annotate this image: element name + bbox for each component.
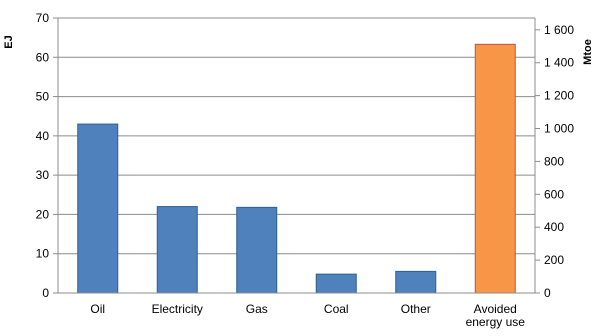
y-axis-left-tick-label: 50	[36, 90, 50, 104]
x-axis-category-label: Electricity	[152, 302, 203, 316]
bars	[77, 43, 516, 294]
y-axis-left-title: EJ	[3, 35, 15, 48]
bar	[156, 206, 198, 294]
y-axis-left-tick-label: 60	[36, 50, 50, 64]
category-labels: Oil Electricity Gas Coal Other Avoidedenergy …	[90, 302, 525, 329]
y-axis-left-tick-label: 0	[42, 286, 49, 300]
y-axis-right-tick-label: 1 000	[544, 122, 574, 136]
axes	[53, 17, 540, 294]
x-axis-category-label: Oil	[90, 302, 105, 316]
y-axis-left-tick-label: 10	[36, 247, 50, 261]
bar	[395, 270, 437, 294]
y-axis-right-tick-label: 200	[544, 253, 564, 267]
y-axis-right-title: Mtoe	[582, 39, 594, 65]
y-axis-right-tick-label: 1 600	[544, 23, 574, 37]
y-axis-right-tick-label: 400	[544, 220, 564, 234]
y-axis-left-tick-label: 70	[36, 11, 50, 25]
bar	[315, 273, 357, 294]
y-axis-right-tick-label: 1 200	[544, 89, 574, 103]
x-axis-category-label: energy use	[466, 315, 526, 329]
bar	[77, 123, 119, 294]
x-axis-category-label: Other	[401, 302, 431, 316]
y-axis-right-tick-label: 0	[544, 286, 551, 300]
tick-labels: 0 10 20 30 40 50 60 70 0 200 400 600 800 1 000 1 200 1 …	[36, 11, 575, 300]
y-axis-right-tick-label: 800	[544, 154, 564, 168]
y-axis-left-tick-label: 30	[36, 168, 50, 182]
x-axis-category-label: Coal	[324, 302, 349, 316]
bar	[474, 43, 516, 294]
y-axis-left-tick-label: 20	[36, 207, 50, 221]
y-axis-left-tick-label: 40	[36, 129, 50, 143]
gridlines	[58, 17, 535, 255]
bar	[236, 206, 278, 294]
y-axis-right-tick-label: 1 400	[544, 56, 574, 70]
y-axis-right-tick-label: 600	[544, 187, 564, 201]
x-axis-category-label: Gas	[246, 302, 268, 316]
x-axis-category-label: Avoided	[474, 302, 517, 316]
